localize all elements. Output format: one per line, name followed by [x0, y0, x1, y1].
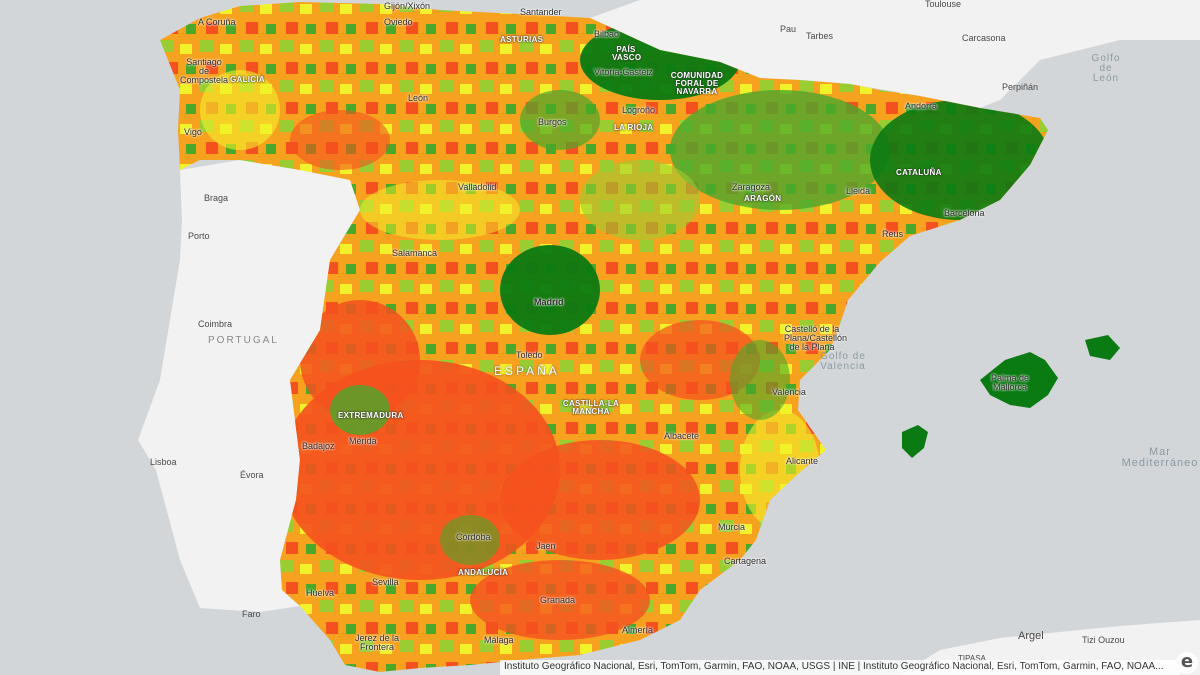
- city-huelva: Huelva: [306, 588, 335, 598]
- region-castilla-mancha: CASTILLA-LA MANCHA: [562, 399, 620, 416]
- city-vitoria: Vitoria-Gasteiz: [594, 67, 653, 77]
- esri-logo-icon[interactable]: e: [1176, 652, 1198, 674]
- city-salamanca: Salamanca: [392, 248, 438, 258]
- france-land: [590, 0, 1200, 108]
- city-santiago: Santiago de Compostela: [180, 57, 229, 85]
- city-almeria: Almería: [622, 625, 654, 635]
- city-coimbra: Coimbra: [198, 319, 233, 329]
- city-santander: Santander: [520, 7, 562, 17]
- city-toulouse: Toulouse: [925, 0, 962, 9]
- city-cordoba: Córdoba: [456, 532, 491, 542]
- region-cataluna: CATALUÑA: [896, 168, 942, 177]
- balearic-islands[interactable]: [902, 335, 1120, 458]
- city-reus: Reus: [882, 229, 904, 239]
- city-carcasona: Carcasona: [962, 33, 1006, 43]
- city-sevilla: Sevilla: [372, 577, 399, 587]
- ibiza-island[interactable]: [902, 425, 928, 458]
- city-malaga: Málaga: [484, 635, 514, 645]
- region-asturias: ASTURIAS: [500, 35, 544, 44]
- mallorca-island[interactable]: [980, 352, 1058, 408]
- map-attribution[interactable]: Instituto Geográfico Nacional, Esri, Tom…: [500, 660, 1180, 675]
- region-extremadura: EXTREMADURA: [338, 411, 404, 420]
- city-pau: Pau: [780, 24, 797, 34]
- city-oviedo: Oviedo: [384, 17, 413, 27]
- region-galicia: GALICIA: [230, 75, 265, 84]
- city-logrono: Logroño: [622, 105, 656, 115]
- sea-mar-mediterraneo: Mar Mediterráneo: [1121, 446, 1199, 469]
- city-albacete: Albacete: [664, 431, 700, 441]
- city-faro: Faro: [242, 609, 261, 619]
- region-aragon: ARAGÓN: [744, 194, 782, 203]
- city-leon: León: [408, 93, 429, 103]
- menorca-island[interactable]: [1085, 335, 1120, 360]
- city-a-coruna: A Coruña: [198, 17, 236, 27]
- city-madrid: Madrid: [534, 297, 564, 307]
- city-burgos: Burgos: [538, 117, 567, 127]
- city-valladolid: Valladolid: [458, 182, 497, 192]
- city-jaen: Jaén: [536, 541, 556, 551]
- city-castellon: Castelló de la Plana/Castellón de la Pla…: [784, 324, 848, 352]
- city-porto: Porto: [188, 231, 210, 241]
- city-badajoz: Badajoz: [302, 441, 335, 451]
- city-granada: Granada: [540, 595, 576, 605]
- city-bilbao: Bilbao: [594, 29, 620, 39]
- region-la-rioja: LA RIOJA: [614, 123, 654, 132]
- city-zaragoza: Zaragoza: [732, 182, 771, 192]
- city-argel: Argel: [1018, 630, 1044, 642]
- city-andorra: Andorra: [905, 101, 938, 111]
- city-murcia: Murcia: [718, 522, 746, 532]
- city-palma: Palma de Mallorca: [990, 373, 1030, 392]
- country-portugal: PORTUGAL: [208, 335, 279, 346]
- city-toledo: Toledo: [516, 350, 543, 360]
- city-alicante: Alicante: [786, 456, 819, 466]
- region-navarra: COMUNIDAD FORAL DE NAVARRA: [670, 71, 724, 96]
- city-lisboa: Lisboa: [150, 457, 177, 467]
- city-vigo: Vigo: [184, 127, 202, 137]
- sea-golfo-leon: Golfo de León: [1091, 53, 1121, 84]
- city-jerez: Jerez de la Frontera: [354, 633, 400, 652]
- city-tarbes: Tarbes: [806, 31, 834, 41]
- sea-golfo-valencia: Golfo de Valencia: [820, 351, 866, 372]
- city-merida: Mérida: [349, 436, 377, 446]
- city-barcelona: Barcelona: [944, 208, 985, 218]
- country-espana: ESPAÑA: [494, 364, 560, 378]
- portugal-land: [138, 160, 360, 612]
- city-tizi: Tizi Ouzou: [1082, 635, 1125, 645]
- city-gijon: Gijón/Xixón: [384, 1, 431, 11]
- city-valencia: Valencia: [772, 387, 806, 397]
- city-braga: Braga: [204, 193, 229, 203]
- city-lleida: Lleida: [846, 186, 871, 196]
- city-perpinan: Perpiñán: [1002, 82, 1039, 92]
- city-tipasa: TIPASA: [958, 654, 986, 663]
- region-andalucia: ANDALUCÍA: [458, 568, 509, 577]
- city-cartagena: Cartagena: [724, 556, 767, 566]
- region-pais-vasco: PAÍS VASCO: [612, 45, 642, 62]
- city-evora: Évora: [240, 470, 264, 480]
